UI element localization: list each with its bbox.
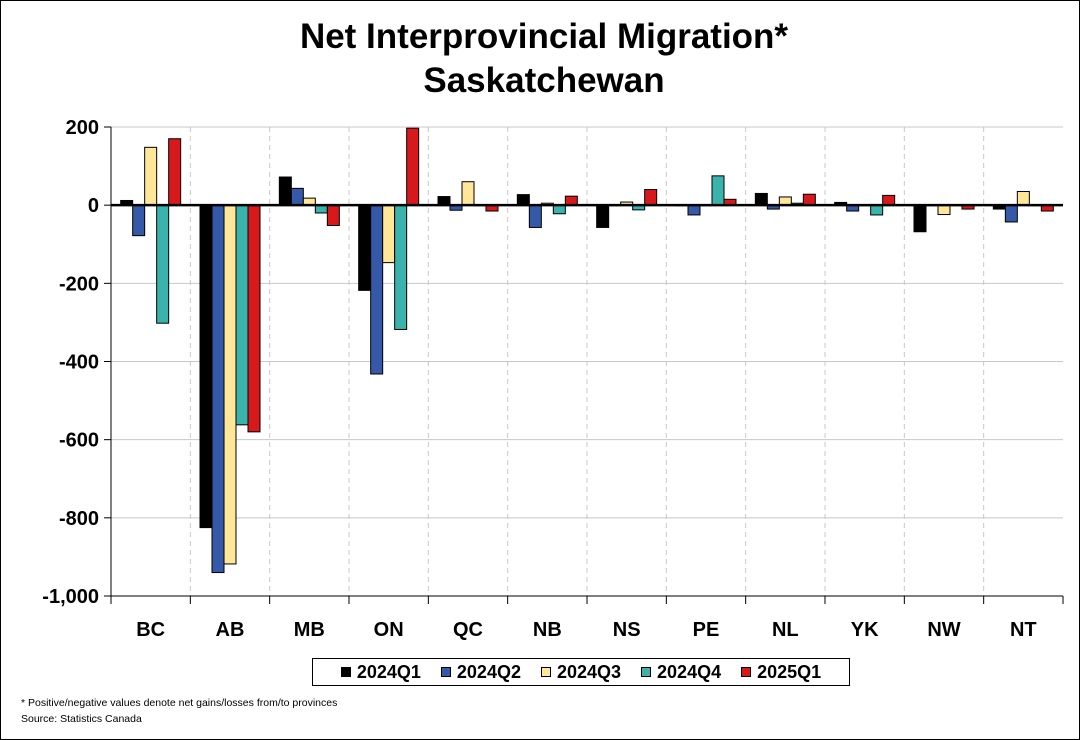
legend-swatch	[540, 667, 551, 677]
bar-2024Q3-QC	[461, 181, 475, 206]
x-tick-label: NS	[613, 619, 641, 641]
x-tick-label: QC	[453, 619, 483, 641]
bar-2024Q4-AB	[235, 204, 249, 426]
bar-2024Q2-NB	[528, 204, 542, 228]
bar-2025Q1-YK	[882, 194, 896, 206]
legend-item: 2025Q1	[741, 662, 821, 683]
bar-2025Q1-AB	[247, 204, 261, 433]
bar-2024Q1-NL	[754, 192, 768, 206]
y-tick-label: -600	[59, 430, 99, 452]
bar-2024Q2-NT	[1004, 204, 1018, 223]
x-tick-label: YK	[851, 619, 879, 641]
legend-label: 2024Q1	[356, 661, 421, 682]
bar-2024Q1-AB	[199, 204, 213, 529]
legend-swatch	[340, 667, 351, 677]
y-tick-label: -800	[59, 508, 99, 530]
bar-2024Q2-MB	[290, 187, 304, 206]
x-tick-label: PE	[693, 619, 720, 641]
legend-item: 2024Q1	[340, 661, 421, 683]
bar-2025Q1-ON	[406, 127, 420, 206]
bar-2024Q4-NB	[552, 204, 566, 215]
legend-swatch	[641, 667, 652, 677]
x-tick-label: NL	[772, 619, 799, 641]
bar-2024Q4-BC	[156, 204, 170, 324]
bar-2025Q1-BC	[168, 138, 182, 206]
bar-2024Q1-QC	[437, 196, 451, 206]
bar-2024Q3-AB	[223, 204, 237, 565]
source-note: Source: Statistics Canada	[21, 713, 142, 725]
x-tick-label: NT	[1010, 619, 1037, 641]
legend-label: 2024Q2	[456, 661, 521, 682]
chart-title-line2: Saskatchewan	[423, 61, 665, 100]
legend-item: 2024Q2	[440, 661, 521, 683]
legend-swatch	[741, 667, 752, 677]
bar-2024Q1-NS	[596, 204, 610, 228]
bar-2024Q2-BC	[132, 204, 146, 237]
y-tick-label: -400	[59, 352, 99, 374]
y-tick-label: 200	[66, 117, 99, 139]
legend-label: 2025Q1	[757, 661, 822, 682]
x-tick-label: NW	[927, 619, 960, 641]
bar-2025Q1-NL	[802, 193, 816, 206]
chart-legend: 2024Q1 2024Q2 2024Q3 2024Q4 2025Q1	[312, 658, 850, 686]
bar-2025Q1-NS	[644, 189, 658, 206]
x-tick-label: BC	[136, 619, 165, 641]
legend-label: 2024Q4	[657, 661, 722, 682]
x-tick-label: AB	[216, 619, 245, 641]
bar-2024Q3-BC	[144, 146, 158, 206]
legend-item: 2024Q3	[540, 661, 622, 683]
bar-2024Q3-NT	[1016, 190, 1030, 206]
x-tick-label: MB	[294, 619, 325, 641]
y-tick-label: 0	[88, 195, 99, 217]
bar-2024Q1-ON	[358, 204, 372, 291]
bar-2024Q4-ON	[394, 204, 408, 330]
bar-2024Q1-MB	[278, 176, 292, 206]
x-tick-label: ON	[374, 619, 404, 641]
legend-label: 2024Q3	[556, 661, 622, 682]
bar-2024Q4-PE	[711, 175, 725, 206]
bar-2025Q1-NB	[564, 195, 578, 206]
y-tick-label: -1,000	[42, 586, 99, 608]
bar-2024Q3-ON	[382, 204, 396, 264]
bar-2025Q1-MB	[326, 204, 340, 226]
bar-2024Q3-NW	[937, 204, 951, 216]
chart-title-line1: Net Interprovincial Migration*	[299, 17, 789, 56]
legend-swatch	[440, 667, 451, 677]
bar-2024Q2-ON	[370, 204, 384, 375]
bar-2024Q4-YK	[870, 204, 884, 216]
chart-title: Net Interprovincial Migration* Saskatche…	[0, 15, 1080, 103]
y-tick-label: -200	[59, 273, 99, 295]
bar-2024Q2-PE	[687, 204, 701, 216]
bar-2024Q2-AB	[211, 204, 225, 574]
bar-2024Q1-NB	[516, 194, 530, 206]
bar-2024Q1-NW	[913, 204, 927, 233]
footnote: * Positive/negative values denote net ga…	[21, 697, 338, 709]
x-tick-label: NB	[533, 619, 562, 641]
legend-item: 2024Q4	[641, 662, 721, 683]
